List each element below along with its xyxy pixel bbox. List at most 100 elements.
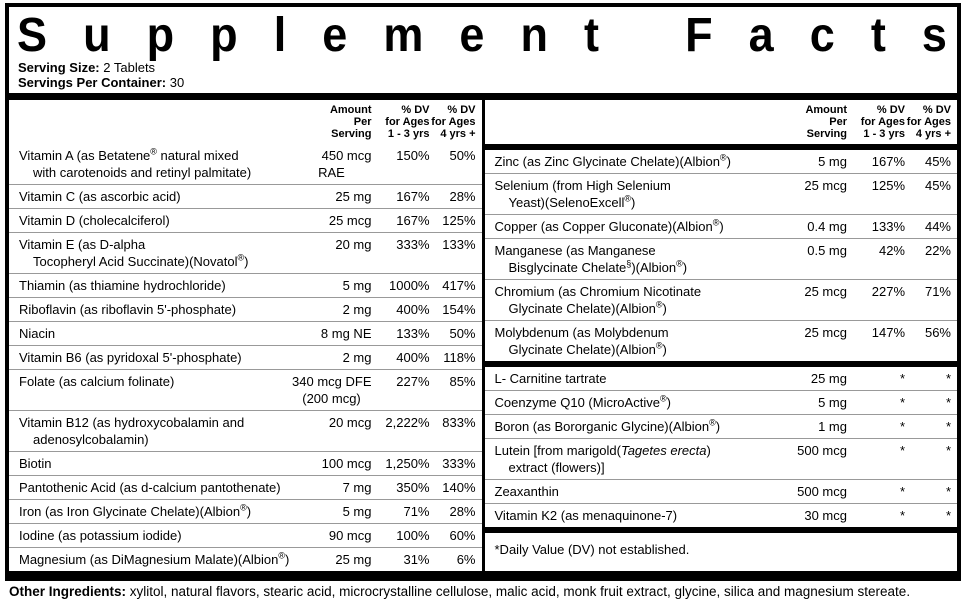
nutrient-name: Vitamin E (as D-alpha Tocopheryl Acid Suc… [9,236,292,270]
dv-ages-4plus-value: 154% [442,302,476,317]
column-header-dv-ages-4plus: % DV for Ages 4 yrs + [431,104,476,140]
dv-ages-1-3-value: * [899,419,905,434]
dv-ages-1-3-value: 1,250% [385,456,430,471]
nutrient-amount-line1: 25 mcg [804,284,847,299]
nutrient-row: Iron (as Iron Glycinate Chelate)(Albion®… [9,499,482,523]
nutrient-name-line1: Vitamin E (as D-alpha [19,237,146,252]
nutrient-amount: 340 mcg DFE (200 mcg) [292,373,371,407]
nutrient-row: Niacin 8 mg NE 133% 50% [9,321,482,345]
nutrient-row: Manganese (as Manganese Bisglycinate Chel… [484,238,957,279]
dv-ages-4plus-value: * [945,443,951,458]
nutrient-amount-line1: 7 mg [342,480,372,495]
nutrient-amount: 20 mg [292,236,372,270]
nutrient-name: Chromium (as Chromium Nicotinate Glycinat… [485,283,768,317]
nutrient-amount-line1: 20 mg [335,237,372,252]
dv-ages-4plus-value: 6% [456,552,476,567]
nutrient-amount: 500 mcg [767,442,847,476]
nutrient-amount: 25 mcg [767,283,847,317]
dv-ages-4plus-value: 50% [449,148,476,163]
nutrient-row: Vitamin D (cholecalciferol) 25 mcg 167% 125… [9,208,482,232]
nutrient-name-line1: Vitamin D (cholecalciferol) [19,213,170,228]
nutrient-amount-line1: 8 mg NE [320,326,372,341]
nutrient-name: L- Carnitine tartrate [485,370,768,387]
dv-ages-1-3-value: 333% [396,237,430,252]
nutrient-name: Copper (as Copper Gluconate)(Albion®) [485,218,768,235]
nutrient-amount-line2: (200 mcg) [302,391,361,406]
nutrient-row: Pantothenic Acid (as d-calcium pantothen… [9,475,482,499]
nutrient-amount-line1: 25 mcg [804,325,847,340]
dv-ages-4plus-value: * [945,484,951,499]
left-column: Amount Per Serving % DV for Ages 1 - 3 y… [9,100,482,571]
nutrient-amount: 25 mg [292,188,371,205]
nutrient-amount: 25 mcg [292,212,372,229]
nutrient-row: Folate (as calcium folinate) 340 mcg DFE (… [9,369,482,410]
nutrient-amount-line1: 0.4 mg [807,219,847,234]
daily-value-footnote: *Daily Value (DV) not established. [494,542,690,557]
nutrient-row: Selenium (from High Selenium Yeast)(Selen… [484,173,957,214]
dv-ages-4plus-value: 50% [449,326,476,341]
nutrient-amount: 0.5 mg [767,242,847,276]
nutrient-name: Zinc (as Zinc Glycinate Chelate)(Albion®… [485,153,768,170]
nutrient-row: Iodine (as potassium iodide) 90 mcg 100% 60… [9,523,482,547]
nutrient-name-line1: Magnesium (as DiMagnesium Malate)(Albion… [19,550,290,567]
nutrient-row: Vitamin B6 (as pyridoxal 5'-phosphate) 2 … [9,345,482,369]
nutrient-name-line1: Zeaxanthin [494,484,559,499]
nutrient-name-line2: Glycinate Chelate)(Albion®) [508,340,667,357]
dv-ages-1-3-value: 125% [871,178,905,193]
nutrient-name-line1: Coenzyme Q10 (MicroActive®) [494,393,671,410]
nutrient-amount-line1: 30 mcg [804,508,847,523]
nutrient-name-line1: Biotin [19,456,52,471]
nutrient-name-line2: extract (flowers)] [508,460,605,475]
other-ingredients-label: Other Ingredients: [9,584,127,599]
dv-ages-1-3-value: 133% [871,219,905,234]
dv-ages-1-3-value: 227% [396,374,430,389]
nutrient-amount-line1: 25 mcg [328,213,372,228]
nutrient-amount-line1: 2 mg [342,350,372,365]
nutrient-row: Vitamin K2 (as menaquinone-7) 30 mcg * * [484,503,957,527]
nutrient-name-line1: Vitamin C (as ascorbic acid) [19,189,181,204]
nutrient-amount-line1: 5 mg [818,154,847,169]
dv-ages-1-3-value: 400% [396,350,430,365]
dv-ages-1-3-value: * [899,395,905,410]
nutrient-name-line1: Molybdenum (as Molybdenum [494,325,669,340]
nutrient-row: Thiamin (as thiamine hydrochloride) 5 mg 1… [9,273,482,297]
nutrient-name: Vitamin C (as ascorbic acid) [9,188,292,205]
serving-size-line: Serving Size: 2 Tablets [18,60,957,75]
nutrient-amount-line1: 20 mcg [328,415,372,430]
nutrient-amount: 25 mg [767,370,847,387]
right-nutrient-rows-other: L- Carnitine tartrate 25 mg * * Coenzyme Q10… [484,367,957,527]
dv-ages-1-3-value: 167% [396,213,430,228]
dv-ages-1-3-value: * [899,484,905,499]
nutrient-amount-line1: 90 mcg [328,528,372,543]
nutrient-amount-line1: 5 mg [342,278,372,293]
nutrient-name-line2: Tocopheryl Acid Succinate)(Novatol®) [33,252,249,269]
nutrient-amount-line1: 5 mg [818,395,847,410]
dv-ages-4plus-value: 28% [449,189,476,204]
column-header-dv-ages-1-3: % DV for Ages 1 - 3 yrs [860,104,905,140]
dv-ages-4plus-value: 333% [442,456,476,471]
dv-ages-4plus-value: * [945,419,951,434]
dv-ages-1-3-value: 133% [396,326,430,341]
nutrient-amount: 25 mcg [767,324,847,358]
nutrient-name: Vitamin K2 (as menaquinone-7) [485,507,768,524]
nutrient-name: Manganese (as Manganese Bisglycinate Chel… [485,242,768,276]
nutrient-row: Biotin 100 mcg 1,250% 333% [9,451,482,475]
nutrient-row: Coenzyme Q10 (MicroActive®) 5 mg * * [484,390,957,414]
nutrient-amount: 7 mg [292,479,372,496]
nutrient-name: Magnesium (as DiMagnesium Malate)(Albion… [9,551,292,568]
nutrient-name-line1: Lutein [from marigold(Tagetes erecta) [494,443,711,458]
nutrient-amount: 500 mcg [767,483,847,500]
dv-ages-4plus-value: 417% [442,278,476,293]
dv-ages-1-3-value: * [899,371,905,386]
nutrient-name: Iodine (as potassium iodide) [9,527,292,544]
column-header-dv-ages-4plus: % DV for Ages 4 yrs + [906,104,951,140]
nutrient-amount: 2 mg [292,301,372,318]
nutrient-name-line1: L- Carnitine tartrate [494,371,607,386]
nutrient-name-line1: Boron (as Bororganic Glycine)(Albion®) [494,417,721,434]
dv-ages-4plus-value: 45% [924,178,951,193]
nutrient-name-line1: Zinc (as Zinc Glycinate Chelate)(Albion®… [494,152,731,169]
nutrient-name-line1: Selenium (from High Selenium [494,178,671,193]
nutrient-name: Lutein [from marigold(Tagetes erecta) ext… [485,442,768,476]
nutrient-amount: 8 mg NE [292,325,372,342]
